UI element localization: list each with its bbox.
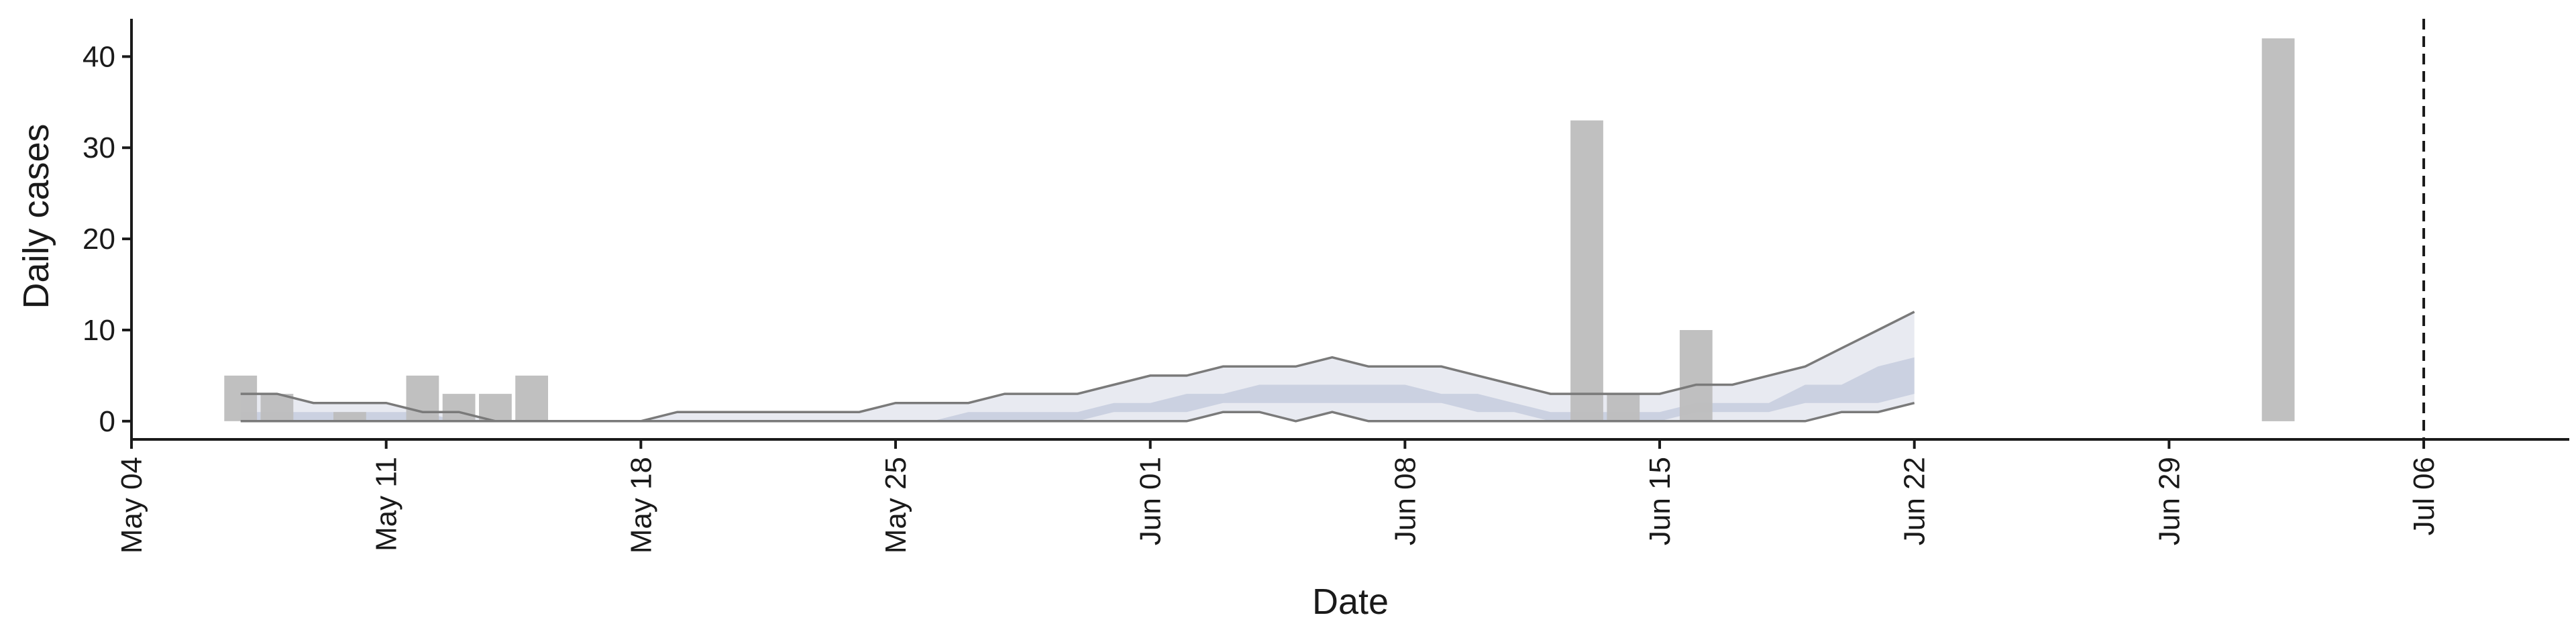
daily-cases-bars: [224, 38, 2295, 421]
bar-2020-07-02: [2261, 38, 2295, 421]
x-tick-label-2020-05-04: May 04: [115, 457, 148, 553]
x-tick-label-2020-05-25: May 25: [879, 457, 912, 553]
axes: [130, 19, 2569, 441]
x-tick-label-2020-06-01: Jun 01: [1134, 457, 1167, 545]
bar-2020-05-14: [479, 394, 512, 421]
y-tick-label-0: 0: [99, 405, 115, 438]
estimate-inner-band-layer: [240, 357, 1915, 421]
estimate-outer-band-layer: [240, 311, 1915, 421]
x-tick-label-2020-06-15: Jun 15: [1644, 457, 1676, 545]
y-axis-ticks: 0 10 20 30 40: [83, 40, 131, 438]
bar-2020-06-14: [1607, 394, 1640, 421]
estimate-inner-band: [240, 357, 1915, 421]
x-tick-label-2020-07-06: Jul 06: [2408, 457, 2440, 535]
x-tick-label-2020-06-08: Jun 08: [1389, 457, 1421, 545]
estimate-bound-lines: [240, 311, 1915, 423]
x-axis-ticks: May 04 May 11 May 18 May 25 Jun 01 Jun 08 Jun …: [115, 439, 2440, 553]
bar-2020-05-08: [260, 394, 294, 421]
x-tick-label-2020-06-22: Jun 22: [1898, 457, 1931, 545]
x-tick-label-2020-06-29: Jun 29: [2153, 457, 2186, 545]
y-axis-title: Daily cases: [16, 123, 56, 309]
bar-2020-06-13: [1570, 120, 1603, 421]
y-tick-label-20: 20: [83, 223, 115, 256]
x-tick-label-2020-05-18: May 18: [625, 457, 657, 553]
estimate-lower-line: [240, 402, 1915, 423]
bar-2020-05-07: [224, 375, 258, 421]
x-axis-title: Date: [1312, 582, 1389, 622]
bar-2020-05-15: [515, 375, 548, 421]
y-tick-label-30: 30: [83, 131, 115, 164]
y-tick-label-40: 40: [83, 40, 115, 73]
bar-2020-05-12: [406, 375, 439, 421]
bar-2020-06-16: [1679, 330, 1713, 421]
bar-2020-05-13: [442, 394, 476, 421]
estimate-outer-band: [240, 311, 1915, 421]
x-tick-label-2020-05-11: May 11: [370, 457, 403, 551]
y-tick-label-10: 10: [83, 314, 115, 347]
bar-2020-05-10: [333, 412, 366, 421]
